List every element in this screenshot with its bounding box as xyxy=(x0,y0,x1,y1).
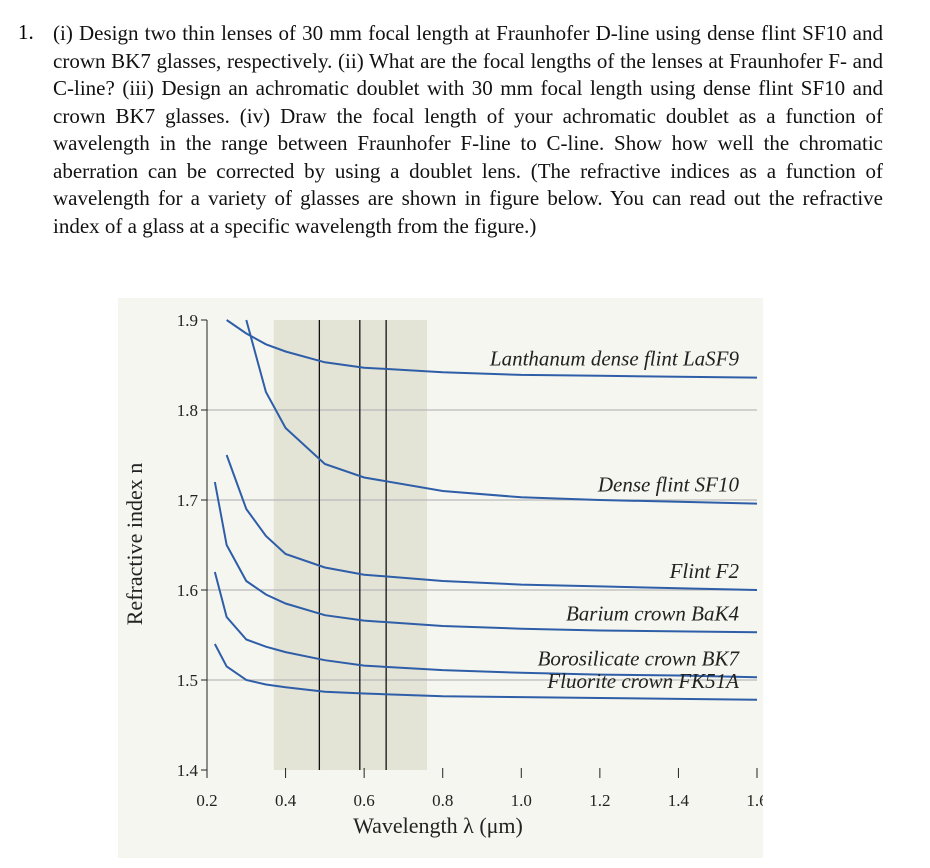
y-tick-label: 1.4 xyxy=(177,761,199,780)
glass-curve xyxy=(225,454,758,591)
x-tick-label: 1.0 xyxy=(511,791,532,810)
y-tick-label: 1.7 xyxy=(177,491,199,510)
curve-label: Dense flint SF10 xyxy=(597,473,740,497)
curve-label: Barium crown BaK4 xyxy=(566,601,740,625)
glass-curve xyxy=(245,319,758,505)
x-tick-label: 0.4 xyxy=(275,791,297,810)
x-tick-label: 1.2 xyxy=(589,791,610,810)
y-tick-label: 1.8 xyxy=(177,401,198,420)
x-tick-label: 1.6 xyxy=(746,791,763,810)
glass-curve xyxy=(226,319,758,379)
y-tick-label: 1.5 xyxy=(177,671,198,690)
curve-label: Borosilicate crown BK7 xyxy=(538,646,741,670)
chart: 1.4 1.5 1.6 1.7 1.8 1.9 0.2 0.4 0.6 0.8 1.0 1.2 1.4 1… xyxy=(118,298,763,858)
problem-number: 1. xyxy=(18,20,34,44)
y-tick-label: 1.9 xyxy=(177,311,198,330)
glass-curve xyxy=(213,481,758,634)
curve-label: Fluorite crown FK51A xyxy=(546,669,739,693)
problem-text: (i) Design two thin lenses of 30 mm foca… xyxy=(53,21,883,238)
x-tick-label: 0.2 xyxy=(196,791,217,810)
glass-curve xyxy=(213,643,758,701)
curve-label: Lanthanum dense flint LaSF9 xyxy=(489,347,740,371)
chart-background xyxy=(118,298,763,858)
y-axis-label: Refractive index n xyxy=(122,463,147,626)
x-tick-label: 0.8 xyxy=(432,791,453,810)
curve-label: Flint F2 xyxy=(669,559,740,583)
y-tick-label: 1.6 xyxy=(177,581,198,600)
visible-band xyxy=(273,320,427,770)
glass-curve xyxy=(213,571,758,679)
x-tick-label: 1.4 xyxy=(668,791,690,810)
x-tick-label: 0.6 xyxy=(354,791,375,810)
x-axis-label: Wavelength λ (μm) xyxy=(353,813,523,838)
